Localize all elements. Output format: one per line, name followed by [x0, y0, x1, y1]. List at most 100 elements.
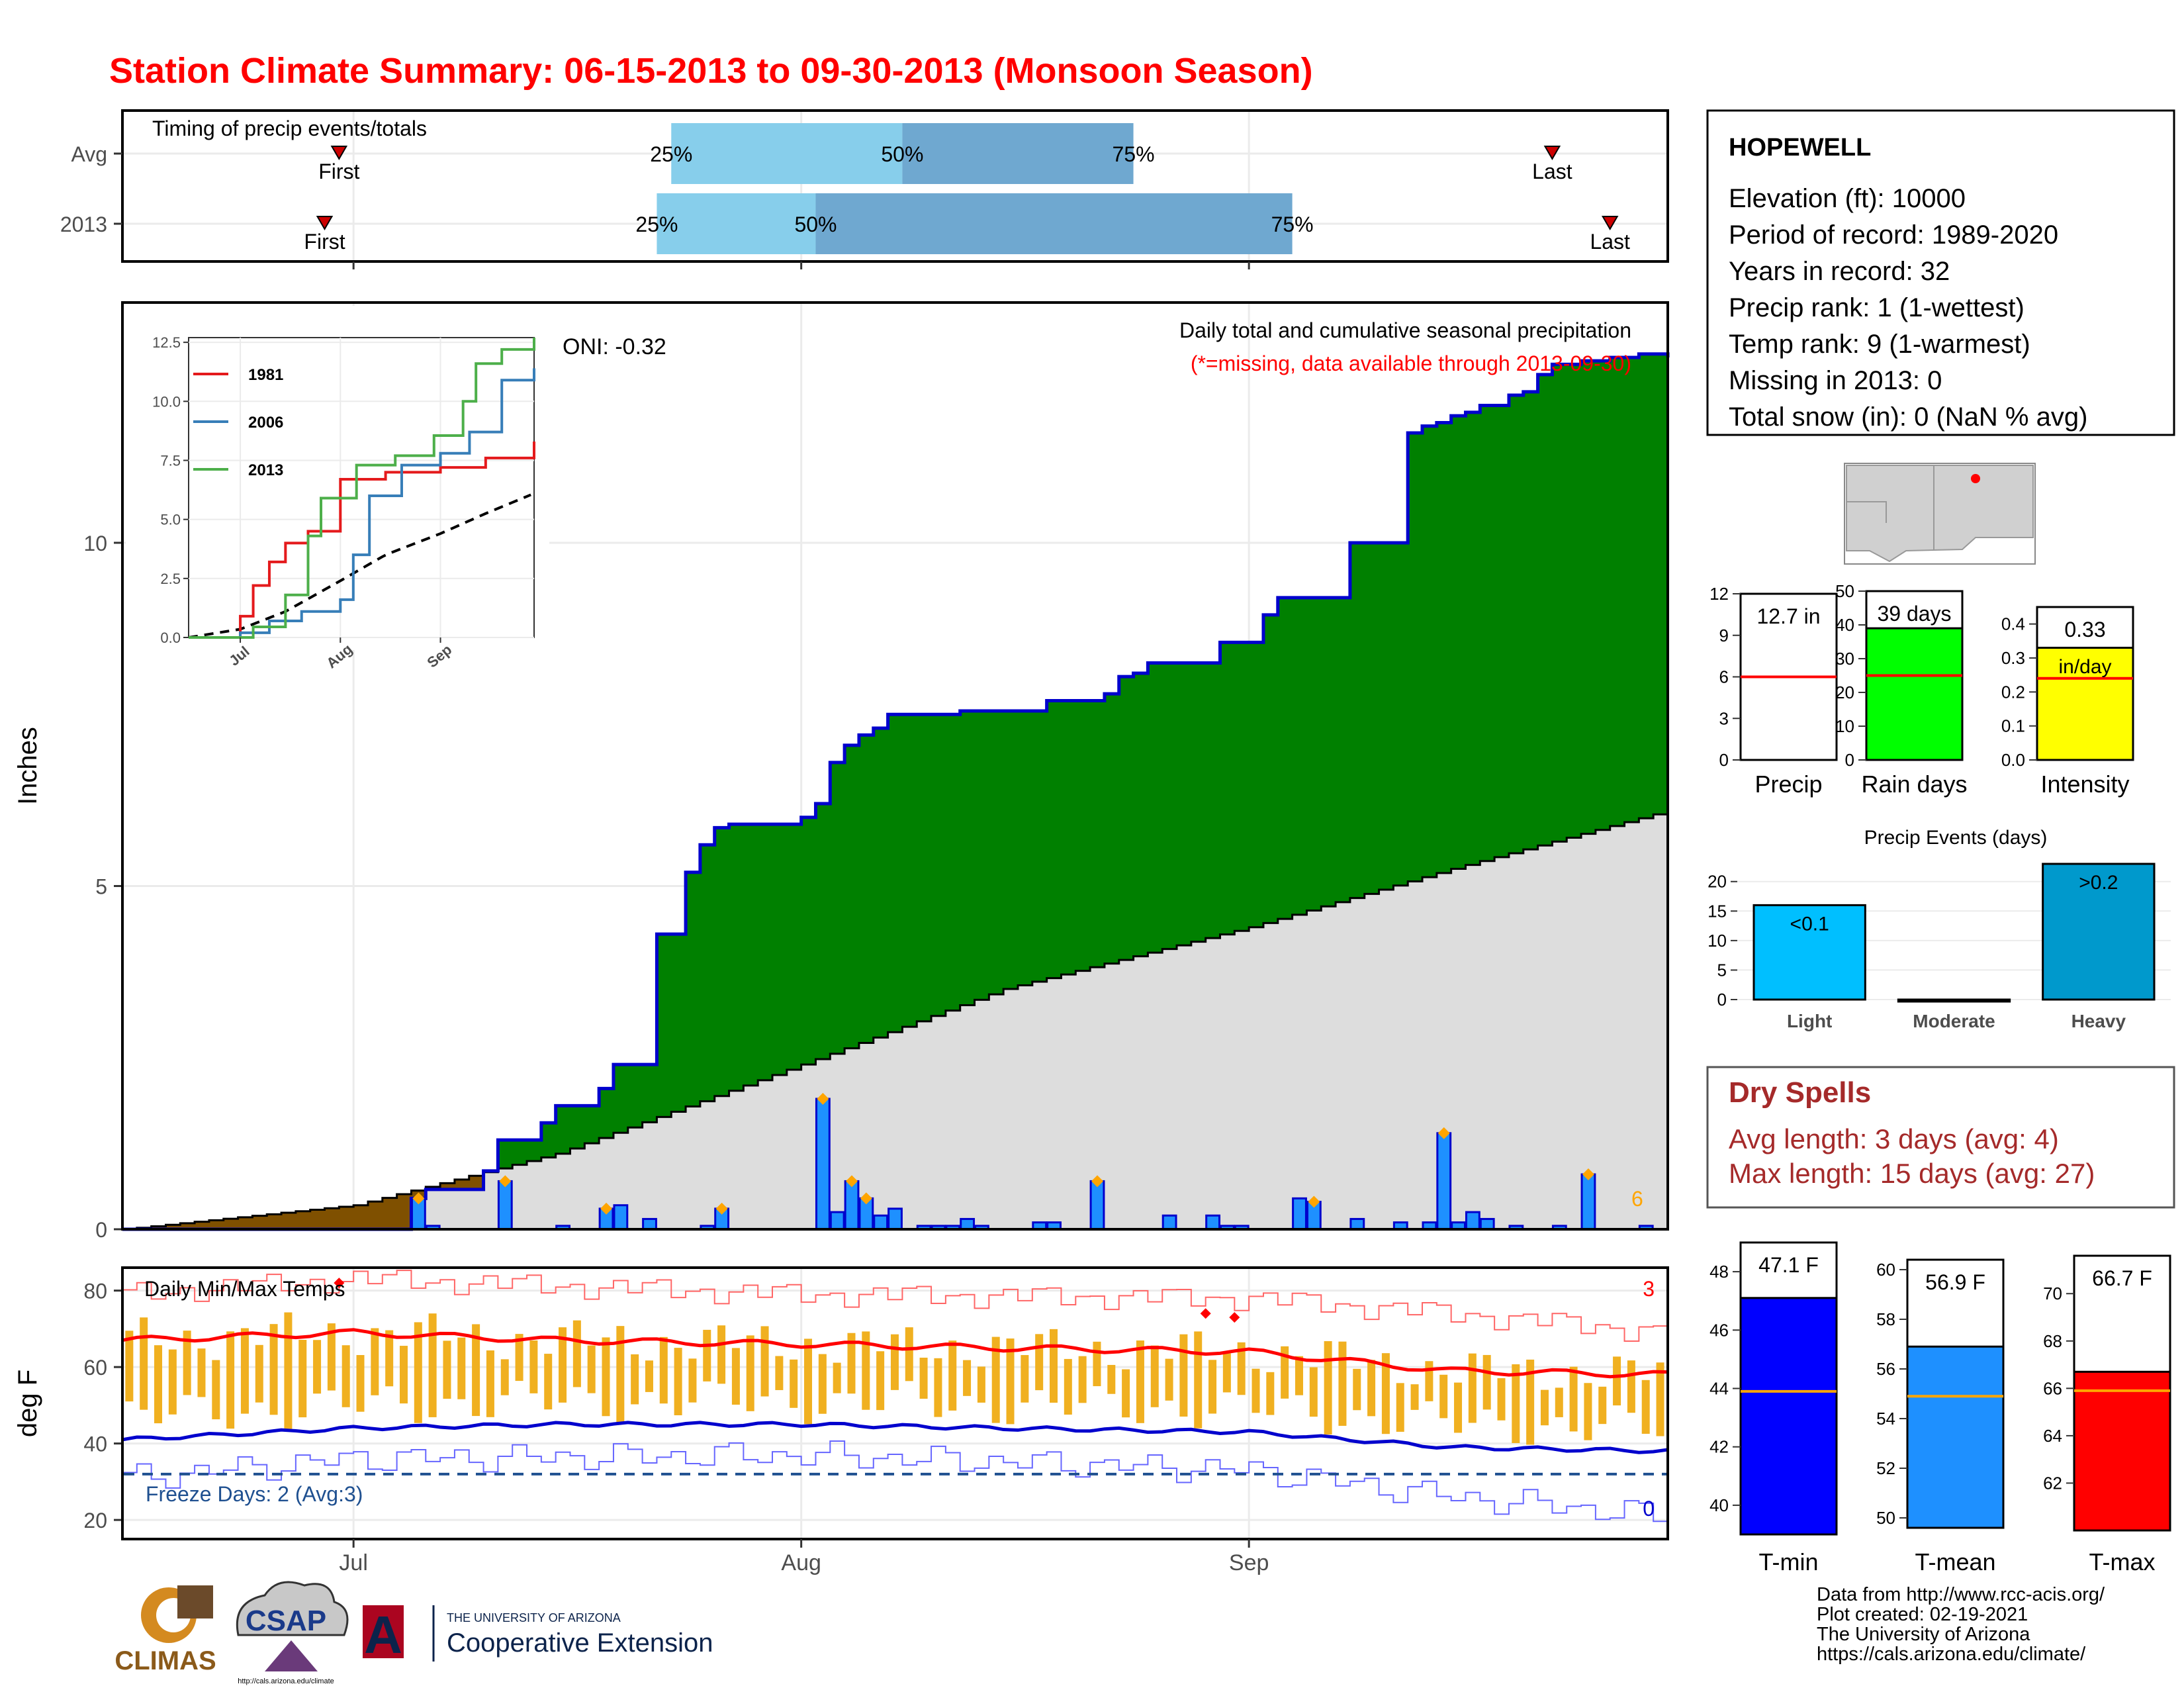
daily-temp-bar	[457, 1337, 466, 1399]
daily-temp-bar	[587, 1345, 596, 1393]
inset-ytick-label: 12.5	[152, 334, 181, 351]
daily-temp-bar	[602, 1337, 610, 1417]
dry-spells-box: Dry Spells Avg length: 3 days (avg: 4) M…	[1706, 1066, 2175, 1209]
events-ytick-label: 5	[1717, 960, 1727, 980]
station-info-line: Years in record: 32	[1729, 257, 1950, 286]
ua-a-mark: A	[364, 1605, 402, 1664]
ua-small-text: THE UNIVERSITY OF ARIZONA	[447, 1611, 621, 1624]
footer-line: Data from http://www.rcc-acis.org/	[1817, 1584, 2105, 1605]
inset-ytick-label: 10.0	[152, 393, 181, 410]
timing-panel-label: Timing of precip events/totals	[152, 117, 427, 140]
daily-temp-bar	[1627, 1360, 1635, 1413]
temp-summary-t-max-ytick-label: 68	[2043, 1331, 2062, 1351]
temp-ytick-label: 20	[83, 1509, 107, 1532]
summary-intensity-bar	[2036, 647, 2134, 761]
temp-panel-frame	[121, 1266, 1669, 1540]
temp-summary-t-max-ytick-label: 64	[2043, 1426, 2062, 1446]
daily-precip-bar	[1292, 1197, 1307, 1231]
daily-temp-bar	[472, 1324, 480, 1417]
daily-precip-bar	[1205, 1214, 1221, 1231]
csap-url-text: http://cals.arizona.edu/climate	[238, 1677, 334, 1685]
daily-temp-bar	[731, 1348, 740, 1405]
events-ytick-label: 20	[1707, 872, 1727, 892]
locator-map	[1844, 463, 2036, 565]
daily-temp-bar	[1050, 1329, 1058, 1403]
daily-precip-bar	[1436, 1132, 1452, 1231]
temp-panel: Daily Min/Max Temps Freeze Days: 2 (Avg:…	[13, 1266, 1669, 1575]
ua-logo: A THE UNIVERSITY OF ARIZONA Cooperative …	[363, 1605, 713, 1664]
freeze-days-label: Freeze Days: 2 (Avg:3)	[146, 1482, 363, 1506]
daily-temp-bar	[905, 1327, 913, 1382]
daily-temp-bar	[919, 1357, 928, 1399]
daily-precip-bar	[1349, 1217, 1365, 1231]
daily-temp-bar	[804, 1338, 813, 1425]
summary-rain-days-ytick-label: 40	[1835, 615, 1854, 635]
daily-temp-bar	[414, 1322, 422, 1423]
precip-ytick-label: 10	[83, 532, 107, 555]
daily-temp-bar	[631, 1354, 639, 1405]
temp-summary-t-mean-ytick-label: 52	[1876, 1458, 1895, 1478]
temp-summary-t-max-ytick-label: 66	[2043, 1378, 2062, 1398]
average-cumulative-area	[122, 810, 1668, 1229]
summary-intensity-value-unit: in/day	[2058, 656, 2111, 678]
timing-quartile-bars	[657, 123, 1293, 254]
month-axis: Jul Aug Sep	[339, 1539, 1269, 1575]
temp-y-axis: 20 40 60 80	[83, 1280, 122, 1532]
daily-temp-bar	[1136, 1340, 1144, 1423]
daily-temp-bar	[168, 1349, 177, 1415]
daily-temp-bar	[1237, 1342, 1246, 1395]
daily-temp-bar	[226, 1331, 235, 1429]
inset-line-2006	[189, 368, 535, 639]
inset-legend-label: 2006	[248, 414, 283, 432]
temp-summary-t-mean-ytick-label: 50	[1876, 1508, 1895, 1528]
daily-temp-bar	[790, 1359, 798, 1408]
station-info-line: Precip rank: 1 (1-wettest)	[1729, 293, 2025, 322]
daily-temp-bar	[674, 1348, 682, 1415]
footer-line: https://cals.arizona.edu/climate/	[1817, 1644, 2086, 1665]
timing-q2-bar	[815, 193, 1293, 254]
summary-intensity-ytick-label: 0.2	[2001, 682, 2025, 702]
station-name: HOPEWELL	[1729, 134, 1871, 162]
timing-q50-label: 50%	[881, 142, 923, 166]
temp-summary-t-mean-bar	[1906, 1345, 2005, 1529]
daily-precip-bar	[1089, 1180, 1105, 1231]
timing-panel: Timing of precip events/totals Avg 25% 50%…	[60, 109, 1669, 269]
events-title: Precip Events (days)	[1864, 827, 2048, 849]
summary-rain-days-ytick-label: 30	[1835, 649, 1854, 669]
daily-temp-bar	[1021, 1355, 1029, 1403]
events-ytick-label: 15	[1707, 901, 1727, 921]
temp-panel-background	[122, 1268, 1668, 1539]
temp-summary-t-max-ytick-label: 70	[2043, 1284, 2062, 1303]
daily-temp-bar	[1425, 1361, 1433, 1401]
daily-temp-bar	[529, 1340, 538, 1393]
daily-precip-bars	[410, 1098, 1654, 1231]
record-low-line	[122, 1440, 1668, 1523]
daily-temp-bar	[1353, 1368, 1361, 1411]
timing-q75-label: 75%	[1113, 142, 1155, 166]
events-bar-light	[1752, 904, 1866, 1001]
extreme-marker	[846, 1175, 858, 1188]
daily-precip-bar	[844, 1180, 860, 1231]
daily-temp-bar	[890, 1334, 899, 1390]
precip-subtitle: Daily total and cumulative seasonal prec…	[1179, 318, 1631, 342]
csap-logo: CSAP http://cals.arizona.edu/climate	[236, 1581, 349, 1685]
inset-legend-label: 2013	[248, 461, 283, 479]
timing-first-label: First	[304, 230, 345, 254]
station-info-lines: Elevation (ft): 10000 Period of record: 1…	[1729, 184, 2087, 432]
daily-temp-bar	[1641, 1380, 1650, 1434]
timing-first-label: First	[318, 160, 359, 183]
station-info-line: Period of record: 1989-2020	[1729, 220, 2058, 250]
summary-intensity-ytick-label: 0.0	[2001, 750, 2025, 770]
cumulative-surplus-area	[122, 353, 1668, 1229]
daily-temp-bar	[486, 1350, 494, 1417]
daily-temp-bar	[1251, 1368, 1260, 1413]
climas-logo-block	[177, 1585, 213, 1618]
daily-temp-bar	[1281, 1346, 1289, 1399]
footer-credits: Data from http://www.rcc-acis.org/Plot c…	[1817, 1584, 2105, 1665]
temp-ytick-label: 40	[83, 1432, 107, 1456]
temp-ytick-label: 60	[83, 1356, 107, 1380]
daily-temp-bar	[1656, 1362, 1664, 1436]
daily-temp-bar	[1194, 1331, 1203, 1429]
map-state-border-2	[1846, 501, 1887, 523]
daily-temp-bar	[515, 1334, 523, 1382]
